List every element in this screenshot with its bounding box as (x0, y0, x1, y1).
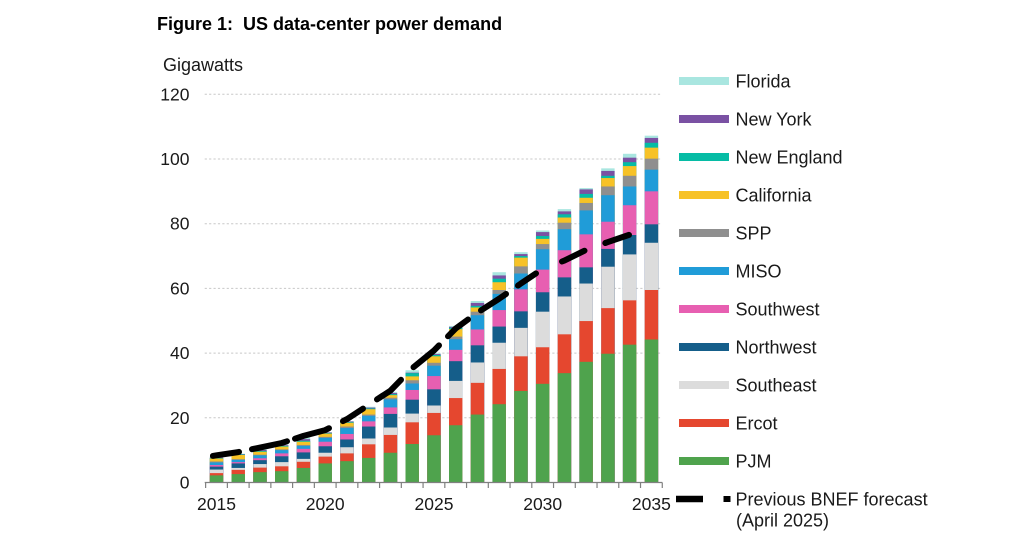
svg-text:2030: 2030 (523, 494, 562, 514)
svg-text:Southwest: Southwest (736, 300, 820, 320)
svg-text:Ercot: Ercot (736, 414, 778, 434)
svg-text:California: California (736, 186, 813, 206)
svg-text:2015: 2015 (197, 494, 236, 514)
svg-text:SPP: SPP (736, 224, 772, 244)
svg-text:New England: New England (736, 148, 843, 168)
svg-text:(April 2025): (April 2025) (736, 511, 829, 531)
svg-text:40: 40 (170, 343, 190, 363)
svg-text:2020: 2020 (306, 494, 345, 514)
svg-text:Northwest: Northwest (736, 338, 817, 358)
svg-text:120: 120 (160, 84, 189, 104)
svg-text:100: 100 (160, 149, 189, 169)
svg-text:New York: New York (736, 110, 813, 130)
svg-text:2025: 2025 (415, 494, 454, 514)
svg-text:MISO: MISO (736, 262, 782, 282)
svg-text:Figure 1: US data-center powe: Figure 1: US data-center power demand (157, 14, 502, 34)
svg-text:60: 60 (170, 278, 190, 298)
svg-text:80: 80 (170, 214, 190, 234)
svg-text:Gigawatts: Gigawatts (163, 55, 243, 75)
svg-text:PJM: PJM (736, 452, 772, 472)
svg-text:2035: 2035 (632, 494, 671, 514)
svg-text:Florida: Florida (736, 72, 792, 92)
svg-text:Previous BNEF forecast: Previous BNEF forecast (736, 490, 928, 510)
svg-text:Southeast: Southeast (736, 376, 817, 396)
svg-text:0: 0 (180, 473, 190, 493)
svg-text:20: 20 (170, 408, 190, 428)
